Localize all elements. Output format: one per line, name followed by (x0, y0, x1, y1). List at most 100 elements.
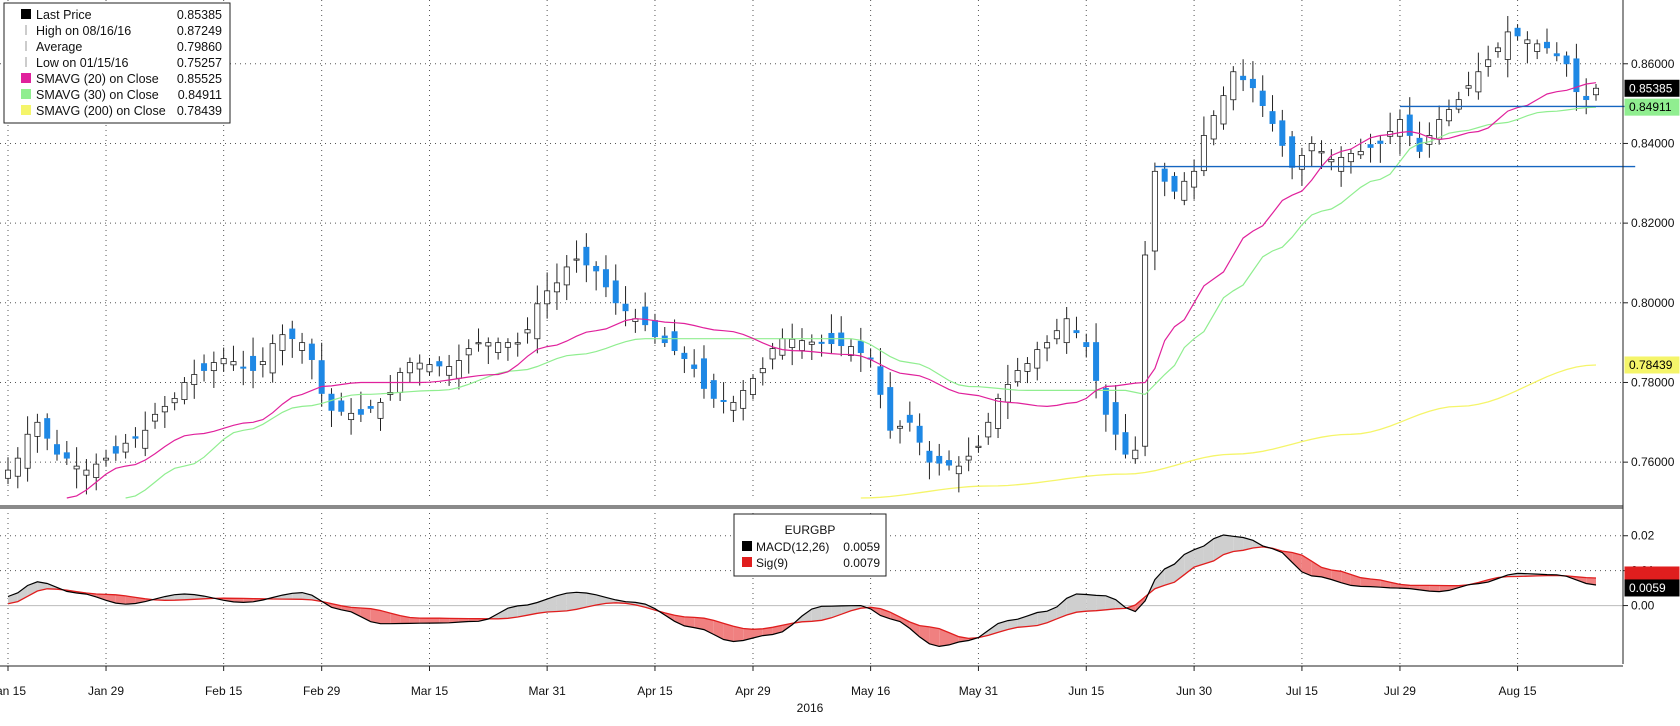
date-tick-label: Aug 15 (1499, 684, 1537, 698)
candle-down (1406, 114, 1413, 136)
macd-fill (390, 613, 401, 624)
candle-up (1524, 39, 1531, 44)
candle-up (269, 343, 276, 374)
macd-fill (360, 608, 371, 622)
candle-up (985, 421, 992, 438)
candle-down (250, 355, 257, 371)
candle-up (455, 360, 462, 379)
macd-fill (370, 608, 381, 624)
candle-up (1004, 384, 1011, 403)
candle-down (710, 380, 717, 399)
candle-down (877, 366, 884, 395)
macd-fill (537, 599, 548, 614)
legend-label: Low on 01/15/16 (36, 56, 128, 70)
main-legend: Last Price 0.85385 High on 08/16/16 0.87249… (3, 2, 231, 124)
legend-label: Last Price (36, 8, 92, 22)
candle-up (1053, 330, 1060, 340)
macd-fill (1203, 538, 1214, 564)
macd-tick-label: 0.02 (1631, 529, 1655, 543)
sma30-path (125, 106, 1597, 499)
date-tick-label: Jun 15 (1068, 684, 1104, 698)
candle-down (1514, 27, 1521, 37)
candle-up (5, 469, 11, 479)
macd-fill (694, 617, 704, 630)
candle-up (553, 282, 560, 293)
candle-down (289, 328, 296, 340)
macd-fill (184, 594, 195, 600)
candle-up (446, 366, 453, 376)
candle-down (1573, 58, 1580, 93)
macd-tick-label: 0.00 (1631, 599, 1655, 613)
macd-fill (821, 606, 832, 621)
candle-up (1142, 254, 1149, 447)
candle-down (1367, 144, 1374, 148)
year-label: 2016 (797, 701, 824, 715)
macd-fill (125, 595, 136, 605)
candle-up (965, 455, 972, 461)
date-tick-label: Jan 15 (0, 684, 26, 698)
legend-value: 0.79860 (177, 40, 222, 54)
macd-fill (674, 615, 685, 626)
candle-up (799, 340, 806, 351)
candle-up (416, 362, 423, 370)
candle-up (73, 465, 80, 470)
candle-up (1494, 47, 1501, 53)
candle-up (1014, 370, 1021, 383)
candle-up (1593, 87, 1600, 96)
candle-up (103, 457, 110, 461)
candle-up (897, 425, 904, 429)
macd-fill (1390, 582, 1400, 589)
date-tick-label: Jul 15 (1286, 684, 1318, 698)
macd-fill (233, 598, 244, 603)
candle-up (426, 364, 433, 373)
moving-average-lines (66, 82, 1597, 499)
macd-fill (1223, 535, 1234, 555)
price-tag-bg (1624, 79, 1680, 97)
candle-down (1377, 140, 1384, 144)
date-tick-label: May 16 (851, 684, 891, 698)
macd-fill (1360, 577, 1371, 587)
macd-fill (1439, 585, 1449, 592)
candle-up (1308, 143, 1315, 152)
candle-down (651, 320, 658, 338)
candle-up (181, 382, 188, 400)
macd-fill (733, 626, 744, 642)
macd-fill (684, 616, 695, 628)
candle-down (1171, 175, 1178, 192)
macd-fill (1243, 537, 1253, 551)
candle-down (1083, 342, 1090, 348)
macd-fill (439, 618, 450, 623)
candle-down (642, 306, 649, 326)
candle-up (24, 433, 31, 469)
macd-fill (419, 618, 430, 624)
macd-fill (8, 592, 18, 604)
candle-down (1279, 120, 1286, 146)
legend-label: SMAVG (30) on Close (36, 88, 159, 102)
macd-fill (949, 632, 959, 645)
signal-tag: 0.0079 (1629, 568, 1666, 582)
candle-down (1553, 53, 1560, 57)
candle-down (240, 366, 247, 369)
candle-up (534, 303, 541, 340)
candle-up (573, 258, 580, 261)
candle-up (779, 338, 786, 356)
candle-down (946, 460, 953, 466)
macd-legend-label: MACD(12,26) (756, 540, 829, 554)
candle-up (1455, 99, 1462, 110)
macd-fill (1292, 552, 1302, 572)
candle-up (1220, 95, 1227, 125)
candle-down (318, 360, 325, 394)
candle-up (1396, 119, 1403, 137)
price-tick-label: 0.80000 (1631, 296, 1675, 310)
price-tag-bg (1624, 98, 1680, 116)
candle-up (524, 329, 531, 334)
date-tick-label: Apr 15 (637, 684, 673, 698)
macd-fill (331, 603, 342, 610)
legend-value: 0.87249 (177, 24, 222, 38)
candle-up (740, 390, 747, 409)
candle-up (1534, 43, 1541, 52)
macd-fill (762, 627, 773, 636)
sma200-path (860, 364, 1597, 499)
candle-down (1102, 388, 1109, 415)
